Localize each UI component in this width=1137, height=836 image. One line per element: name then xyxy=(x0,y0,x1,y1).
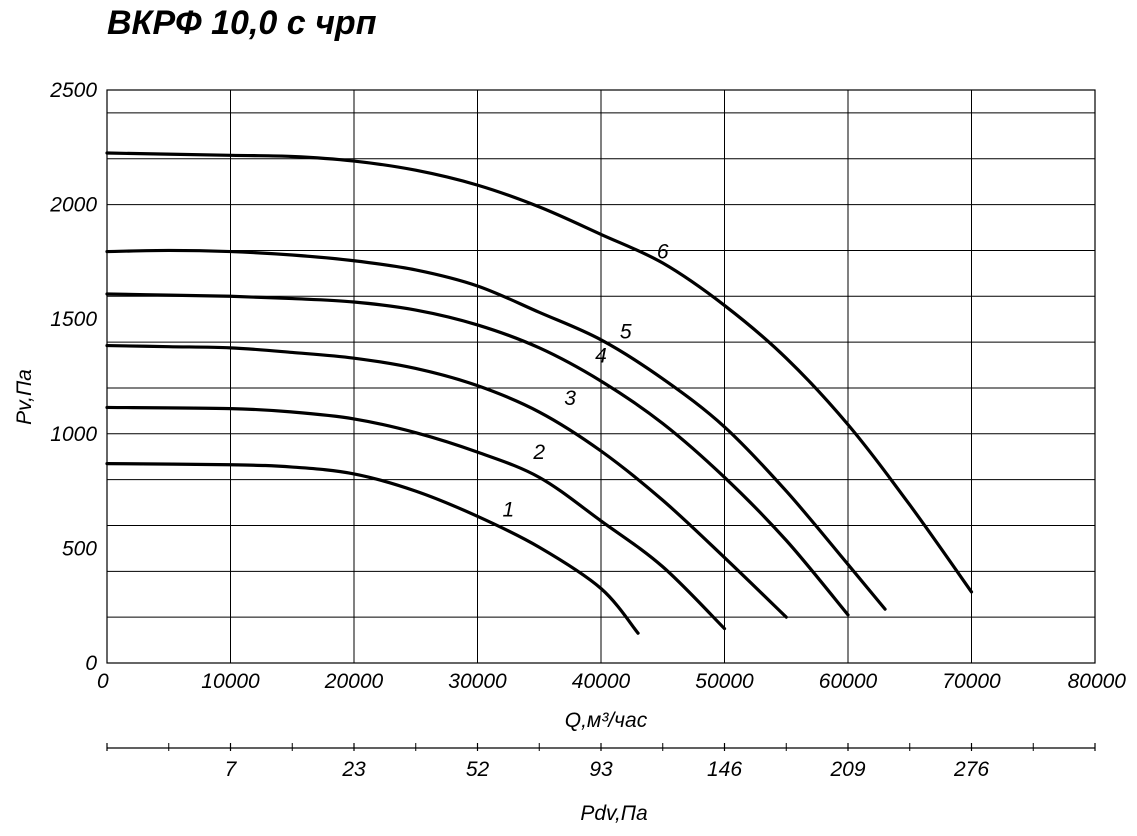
y-tick-label: 500 xyxy=(62,537,97,560)
curve-label-3: 3 xyxy=(564,387,576,410)
series-line-6 xyxy=(105,151,974,594)
series-line-1 xyxy=(105,461,640,635)
curve-label-6: 6 xyxy=(657,240,669,263)
curve-labels: 1 2 345 6 xyxy=(503,240,669,521)
chart-title: ВКРФ 10,0 с чрп xyxy=(107,4,377,42)
secondary-axis: 7 23 52 93 146 209 276 xyxy=(106,743,1096,781)
series-line-4 xyxy=(105,292,850,617)
curve-label-4: 4 xyxy=(595,345,607,368)
x-tick-label: 50000 xyxy=(695,670,754,693)
secondary-tick-label: 23 xyxy=(341,758,366,781)
grid xyxy=(106,89,1096,664)
series-lines xyxy=(105,151,974,635)
secondary-tick-label: 52 xyxy=(466,758,490,781)
x-tick-label: 10000 xyxy=(201,670,260,693)
curve-label-5: 5 xyxy=(620,321,632,344)
y-tick-label: 1000 xyxy=(50,423,97,446)
y-tick-labels: 0 500 1000 1500 2000 2500 xyxy=(49,79,97,675)
series-line-5 xyxy=(105,248,887,611)
secondary-tick-label: 7 xyxy=(225,758,238,781)
curve-label-1: 1 xyxy=(503,498,515,521)
x-tick-label: 70000 xyxy=(942,670,1001,693)
x-tick-label: 0 xyxy=(97,670,109,693)
secondary-tick-label: 209 xyxy=(829,758,865,781)
x-tick-labels: 0 10000 20000 30000 40000 50000 60000 70000 8000… xyxy=(97,670,1126,693)
secondary-tick-label: 276 xyxy=(953,758,989,781)
secondary-tick-label: 93 xyxy=(589,758,613,781)
y-tick-label: 2500 xyxy=(49,79,97,102)
series-line-2 xyxy=(105,405,727,631)
x-tick-label: 20000 xyxy=(324,670,384,693)
x-tick-label: 60000 xyxy=(819,670,878,693)
x-tick-label: 80000 xyxy=(1068,670,1127,693)
x-tick-label: 40000 xyxy=(572,670,631,693)
secondary-axis-label: Pdv,Па xyxy=(580,802,647,825)
secondary-tick-label: 146 xyxy=(707,758,742,781)
x-axis-label: Q,м³/час xyxy=(565,709,648,732)
y-axis-label: Pv,Па xyxy=(13,369,36,425)
series-line-3 xyxy=(105,343,788,619)
y-tick-label: 1500 xyxy=(50,308,97,331)
x-tick-label: 30000 xyxy=(448,670,507,693)
y-tick-label: 2000 xyxy=(49,194,97,217)
y-tick-label: 0 xyxy=(85,652,97,675)
curve-label-2: 2 xyxy=(532,441,545,464)
